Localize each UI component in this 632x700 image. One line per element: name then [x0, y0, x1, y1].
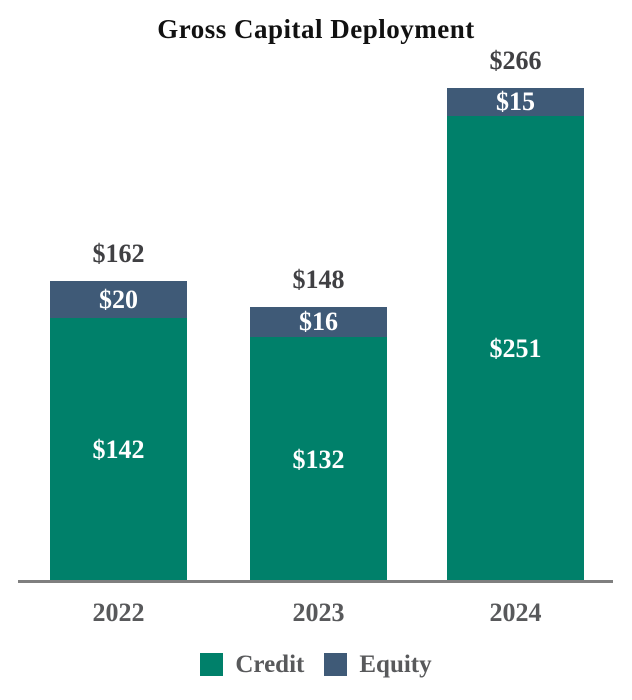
x-axis-label-2023: 2023 [292, 598, 345, 627]
chart-legend: Credit Equity [0, 652, 632, 677]
total-label-2022: $162 [92, 239, 145, 269]
credit-value-label: $132 [292, 444, 345, 474]
credit-segment-2022: $142 [50, 318, 187, 582]
equity-segment-2022: $20 [50, 281, 187, 318]
legend-label-credit: Credit [235, 651, 305, 678]
x-axis-label-2022: 2022 [92, 598, 145, 627]
bar-group-2022: $162 $20 $142 [50, 240, 187, 582]
equity-swatch-icon [324, 653, 348, 676]
total-label-2024: $266 [489, 46, 542, 76]
x-axis-label-2024: 2024 [489, 598, 542, 627]
legend-item-equity: Equity [324, 651, 432, 678]
equity-value-label: $16 [299, 307, 338, 336]
credit-segment-2023: $132 [250, 337, 387, 582]
equity-value-label: $20 [99, 284, 138, 314]
legend-item-credit: Credit [200, 652, 304, 677]
equity-segment-2024: $15 [447, 88, 584, 116]
chart-title: Gross Capital Deployment [157, 14, 475, 44]
credit-value-label: $142 [92, 435, 145, 464]
credit-value-label: $251 [489, 334, 542, 363]
total-label-2023: $148 [292, 265, 345, 295]
x-axis-line [18, 580, 613, 583]
equity-value-label: $15 [496, 87, 535, 116]
legend-label-equity: Equity [359, 651, 432, 678]
credit-swatch-icon [200, 653, 224, 676]
bar-group-2023: $148 $16 $132 [250, 266, 387, 582]
equity-segment-2023: $16 [250, 307, 387, 337]
credit-segment-2024: $251 [447, 116, 584, 582]
bar-group-2024: $266 $15 $251 [447, 47, 584, 582]
